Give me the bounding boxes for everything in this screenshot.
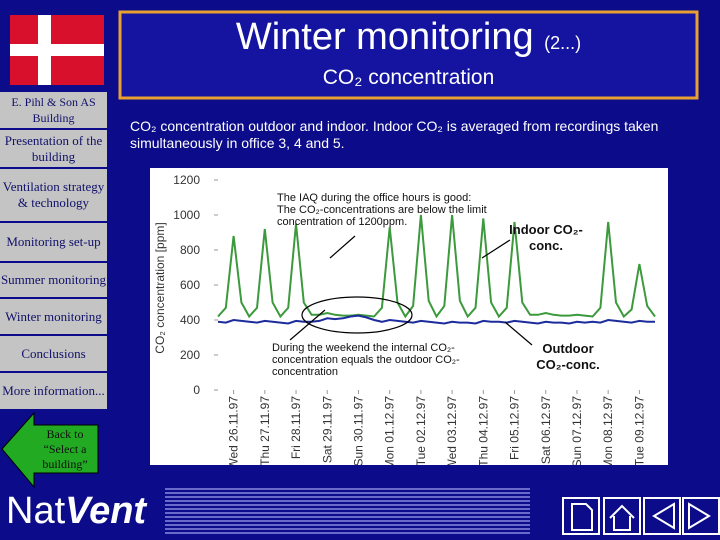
annotation: The IAQ during the office hours is good:… bbox=[277, 192, 487, 228]
nav-item[interactable]: Monitoring set-up bbox=[0, 223, 107, 263]
nav-item[interactable]: Summer monitoring bbox=[0, 263, 107, 299]
nav-item[interactable]: Conclusions bbox=[0, 336, 107, 373]
x-tick-label: Fri 28.11.97 bbox=[289, 396, 303, 459]
x-tick-label: Sun 30.11.97 bbox=[351, 396, 365, 465]
back-arrow-shape[interactable] bbox=[1, 411, 99, 489]
nav-icon[interactable] bbox=[603, 497, 641, 535]
nav-icon[interactable] bbox=[562, 497, 600, 535]
back-button[interactable]: Back to “Select a building” bbox=[42, 427, 88, 471]
title-suffix: (2...) bbox=[544, 33, 582, 53]
nav-item[interactable]: Ventilation strategy & technology bbox=[0, 169, 107, 223]
y-tick-label: 600 bbox=[180, 278, 200, 292]
x-tick-label: Tue 02.12.97 bbox=[414, 396, 428, 465]
x-tick-label: Sun 07.12.97 bbox=[570, 396, 584, 465]
logo: NatVent bbox=[6, 490, 146, 533]
y-tick-label: 1200 bbox=[173, 173, 200, 187]
subtitle: CO₂ concentration bbox=[322, 66, 495, 89]
x-tick-label: Mon 08.12.97 bbox=[601, 396, 615, 465]
annotation: During the weekend the internal CO₂-conc… bbox=[272, 342, 460, 378]
y-tick-label: 0 bbox=[193, 383, 200, 397]
annotation: Outdoor CO₂-conc. bbox=[536, 341, 600, 372]
flag-cross bbox=[10, 44, 104, 56]
y-tick-label: 200 bbox=[180, 348, 200, 362]
annotation: Indoor CO₂-conc. bbox=[509, 222, 583, 253]
y-tick-label: 800 bbox=[180, 243, 200, 257]
nav-icons bbox=[562, 497, 720, 535]
nav-item[interactable]: More information... bbox=[0, 373, 107, 411]
nav-item[interactable]: Winter monitoring bbox=[0, 299, 107, 336]
nav-item[interactable]: Presentation of the building bbox=[0, 130, 107, 169]
x-tick-label: Wed 03.12.97 bbox=[445, 396, 459, 465]
description: CO₂ concentration outdoor and indoor. In… bbox=[130, 118, 659, 151]
back-arrow[interactable] bbox=[0, 411, 110, 491]
title-line: Winter monitoring (2...) bbox=[120, 16, 697, 59]
y-tick-label: 400 bbox=[180, 313, 200, 327]
y-axis-label: CO₂ concentration [ppm] bbox=[153, 222, 167, 353]
x-tick-label: Thu 27.11.97 bbox=[258, 396, 272, 465]
logo-part: Vent bbox=[65, 490, 147, 532]
x-tick-label: Sat 29.11.97 bbox=[320, 396, 334, 463]
title-box bbox=[118, 10, 699, 100]
x-tick-label: Mon 01.12.97 bbox=[383, 396, 397, 465]
x-tick-label: Tue 09.12.97 bbox=[632, 396, 646, 465]
nav-icon[interactable] bbox=[682, 497, 720, 535]
series-line bbox=[217, 214, 656, 319]
x-tick-label: Wed 26.11.97 bbox=[227, 396, 241, 465]
stripes bbox=[165, 488, 530, 534]
x-tick-label: Fri 05.12.97 bbox=[508, 396, 522, 460]
logo-part: Nat bbox=[6, 490, 66, 532]
nav-icon[interactable] bbox=[643, 497, 681, 535]
y-tick-label: 1000 bbox=[173, 208, 200, 222]
title: Winter monitoring bbox=[235, 16, 534, 58]
x-tick-label: Thu 04.12.97 bbox=[476, 396, 490, 465]
nav-item[interactable]: E. Pihl & Son AS Building bbox=[0, 92, 107, 130]
x-tick-label: Sat 06.12.97 bbox=[539, 396, 553, 464]
